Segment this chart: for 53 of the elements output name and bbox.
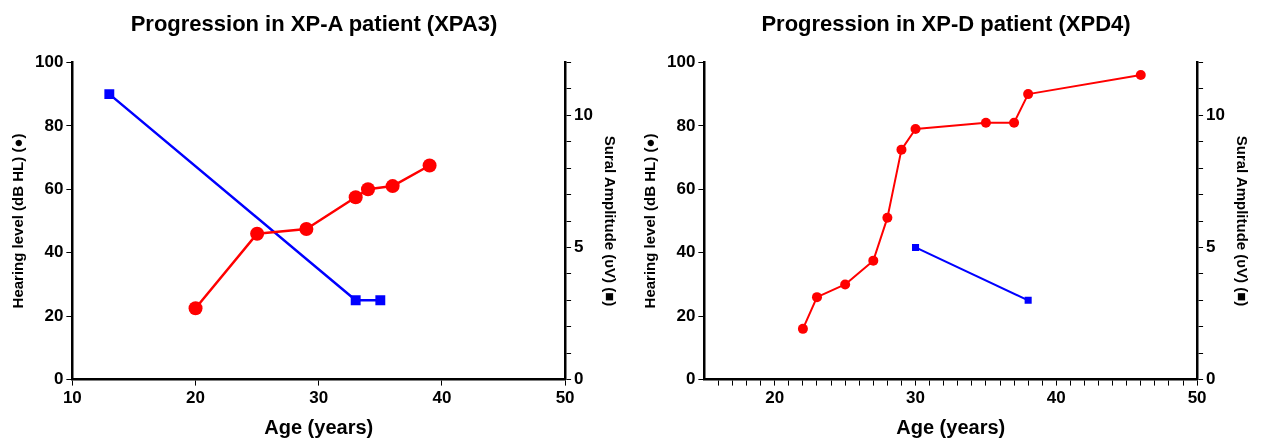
point [910, 124, 921, 135]
y-tick-label: 0 [685, 369, 696, 389]
y-tick-label: 60 [44, 178, 64, 198]
y-tick-label: 60 [676, 178, 696, 198]
x-tick-label: 50 [555, 388, 575, 408]
x-tick-label: 30 [906, 388, 925, 408]
x-tick-label: 30 [309, 388, 329, 408]
y2-tick-label: 5 [1206, 237, 1216, 257]
point [250, 226, 265, 241]
point [188, 301, 203, 316]
point [868, 255, 879, 266]
y-tick-label: 20 [44, 305, 64, 325]
point [299, 221, 314, 236]
point [882, 212, 893, 223]
x-tick-label: 10 [62, 388, 82, 408]
y-axis-title: Hearing level (dB HL) (●) [9, 133, 27, 309]
point [797, 323, 808, 334]
y-tick-label: 80 [676, 115, 696, 135]
chart-title: Progression in XP-A patient (XPA3) [130, 11, 498, 37]
y-tick-label: 100 [34, 52, 64, 72]
point [896, 144, 907, 155]
point [980, 117, 991, 128]
y-tick-label: 100 [666, 52, 696, 72]
y2-axis-title: Sural Amplitude (υV) (■) [1233, 135, 1251, 307]
x-tick-label: 40 [432, 388, 452, 408]
point [840, 279, 851, 290]
x-axis-title: Age (years) [896, 415, 1006, 438]
y2-tick-label: 0 [574, 369, 584, 389]
point [422, 158, 437, 173]
x-tick-label: 50 [1187, 388, 1207, 408]
y-axis-title: Hearing level (dB HL) (●) [641, 133, 659, 309]
point [361, 182, 375, 197]
point [811, 292, 822, 303]
point [1009, 117, 1020, 128]
point [1023, 89, 1034, 100]
y-tick-label: 0 [53, 369, 64, 389]
chart-title: Progression in XP-D patient (XPD4) [761, 11, 1131, 37]
y2-tick-label: 5 [574, 237, 584, 257]
point [385, 179, 400, 194]
y-tick-label: 40 [676, 242, 696, 262]
point [348, 190, 363, 205]
y2-tick-label: 10 [574, 104, 594, 124]
y2-tick-label: 10 [1206, 104, 1226, 124]
y-tick-label: 20 [676, 305, 696, 325]
x-tick-label: 40 [1046, 388, 1066, 408]
x-axis-title: Age (years) [264, 415, 374, 438]
point [1135, 70, 1146, 81]
x-tick-label: 20 [765, 388, 785, 408]
y2-axis-title: Sural Amplitude (υV) (■) [601, 135, 619, 307]
y-tick-label: 40 [44, 242, 64, 262]
y2-tick-label: 0 [1206, 369, 1216, 389]
y-tick-label: 80 [44, 115, 64, 135]
x-tick-label: 20 [186, 388, 206, 408]
